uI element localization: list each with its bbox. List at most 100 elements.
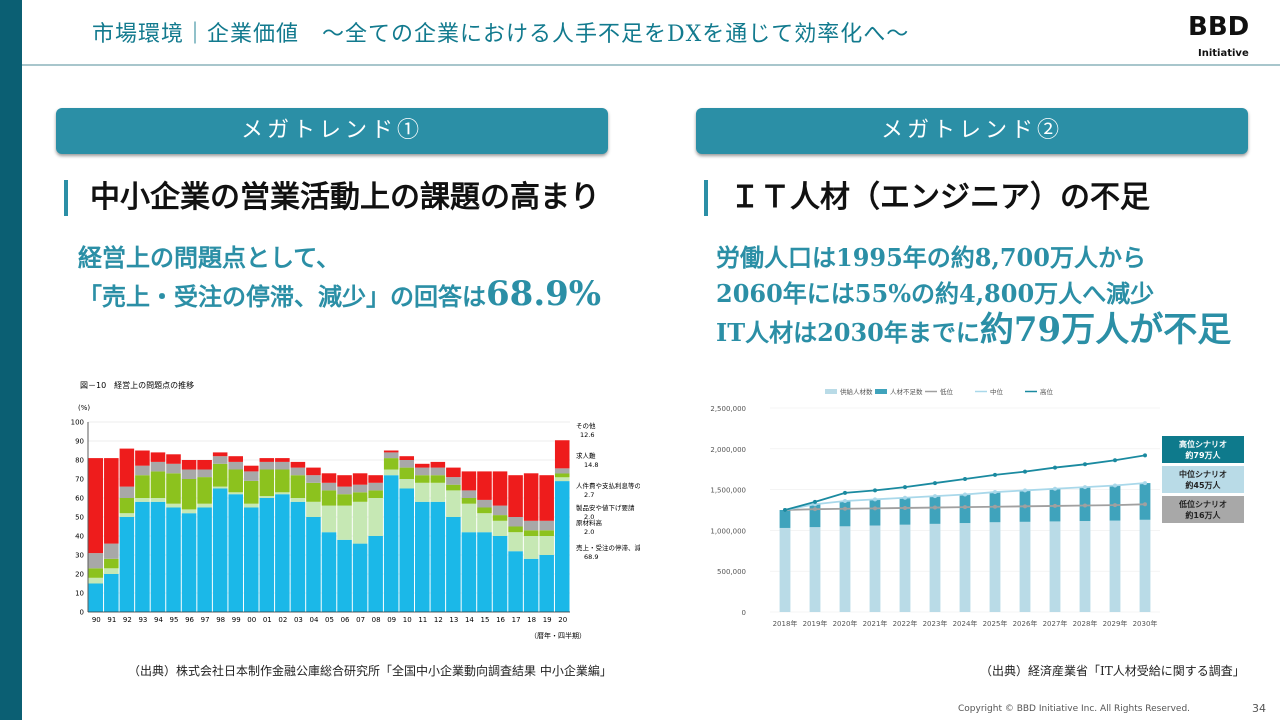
- lead-line: 労働人口は1995年の約8,700万人から: [716, 243, 1146, 272]
- bar-segment: [275, 492, 290, 495]
- bar-segment: [275, 469, 290, 493]
- bar-segment: [150, 498, 166, 502]
- x-tick-label: 02: [278, 616, 287, 624]
- lead-text: IT人材は2030年までに: [716, 318, 980, 347]
- bar-segment: [1109, 485, 1121, 521]
- point: [873, 506, 877, 511]
- bar-segment: [492, 471, 508, 506]
- bar-segment: [243, 480, 259, 504]
- bar-segment: [1079, 521, 1091, 612]
- legend-label: 供給人材数: [840, 387, 873, 396]
- bar-segment: [869, 499, 881, 526]
- legend-label: 高位: [1040, 387, 1054, 396]
- bar-segment: [306, 517, 321, 612]
- y-tick-label: 10: [75, 590, 84, 598]
- bar-segment: [492, 536, 508, 612]
- bar-segment: [539, 530, 554, 536]
- x-tick-label: 97: [201, 616, 210, 624]
- series-name: 原材料高: [576, 518, 603, 527]
- bar-segment: [959, 523, 971, 612]
- x-tick-label: 19: [543, 616, 552, 624]
- bar-segment: [839, 501, 851, 527]
- bar-segment: [166, 473, 181, 504]
- bar-segment: [508, 517, 523, 527]
- bar-segment: [383, 469, 399, 476]
- bar-segment: [415, 467, 430, 476]
- point: [1053, 503, 1057, 508]
- point: [873, 497, 877, 502]
- bar-segment: [461, 498, 477, 504]
- point: [1113, 503, 1117, 508]
- highlight: 約79万人が不足: [979, 310, 1232, 350]
- bar-segment: [523, 530, 539, 536]
- bar-segment: [899, 524, 911, 612]
- bar-segment: [809, 504, 821, 528]
- series-name: 製品安や値下げ要請: [576, 503, 635, 512]
- x-tick-label: 2020年: [833, 619, 858, 628]
- bar-segment: [88, 568, 104, 578]
- y-tick-label: 40: [75, 533, 84, 541]
- y-tick-label: 100: [71, 419, 84, 427]
- lead-line: 2060年には55%の約4,800万人へ減少: [716, 279, 1155, 308]
- y-tick-label: 50: [75, 514, 84, 522]
- x-tick-label: 18: [527, 616, 536, 624]
- bar-segment: [809, 527, 821, 612]
- bar-segment: [337, 494, 352, 506]
- bar-segment: [135, 465, 150, 476]
- bar-segment: [166, 503, 181, 508]
- bar-segment: [523, 558, 539, 612]
- bar-segment: [228, 456, 243, 462]
- scenario-box: [1162, 496, 1244, 523]
- point: [1023, 504, 1027, 509]
- bar-segment: [492, 520, 508, 536]
- bar-segment: [306, 482, 321, 502]
- bar-segment: [477, 499, 492, 508]
- logo: BBD: [1188, 12, 1250, 42]
- bar-segment: [228, 461, 243, 470]
- bar-segment: [119, 498, 135, 514]
- point: [1113, 483, 1117, 488]
- bar-segment: [523, 520, 539, 531]
- source: （出典）株式会社日本制作金融公庫総合研究所「全国中小企業動向調査結果 中小企業編…: [128, 664, 612, 678]
- point: [843, 490, 847, 495]
- bar-segment: [399, 467, 415, 479]
- bar-segment: [430, 461, 446, 468]
- point: [933, 494, 937, 499]
- bar-segment: [104, 558, 119, 569]
- bar-segment: [306, 467, 321, 476]
- point: [933, 505, 937, 510]
- bar-segment: [135, 475, 150, 498]
- point: [1143, 481, 1147, 486]
- end-label: 2.0: [584, 513, 594, 521]
- bar-segment: [539, 555, 554, 612]
- bar-segment: [197, 507, 212, 612]
- bar-segment: [290, 467, 306, 476]
- bar-segment: [166, 454, 181, 464]
- x-tick-label: 2027年: [1043, 619, 1068, 628]
- bar-segment: [461, 490, 477, 498]
- bar-segment: [181, 509, 197, 514]
- bar-segment: [104, 458, 119, 544]
- x-tick-label: 2023年: [923, 619, 948, 628]
- bar-segment: [430, 501, 446, 612]
- point: [963, 505, 967, 510]
- bar-segment: [243, 503, 259, 508]
- bar-segment: [181, 513, 197, 612]
- bar-segment: [290, 498, 306, 502]
- heading: 中小企業の営業活動上の課題の高まり: [64, 180, 600, 216]
- bar-segment: [135, 450, 150, 466]
- bar-segment: [181, 469, 197, 479]
- x-tick-label: 2030年: [1133, 619, 1158, 628]
- x-tick-label: 14: [465, 616, 474, 624]
- bar-segment: [119, 486, 135, 498]
- bar-segment: [477, 471, 492, 500]
- bar-segment: [212, 463, 228, 487]
- point: [783, 508, 787, 512]
- bar-segment: [869, 525, 881, 612]
- bar-segment: [290, 475, 306, 498]
- bar-segment: [1049, 521, 1061, 612]
- bar-segment: [197, 503, 212, 508]
- bar-segment: [243, 507, 259, 612]
- highlight: 68.9%: [486, 274, 602, 314]
- y-tick-label: 60: [75, 495, 84, 503]
